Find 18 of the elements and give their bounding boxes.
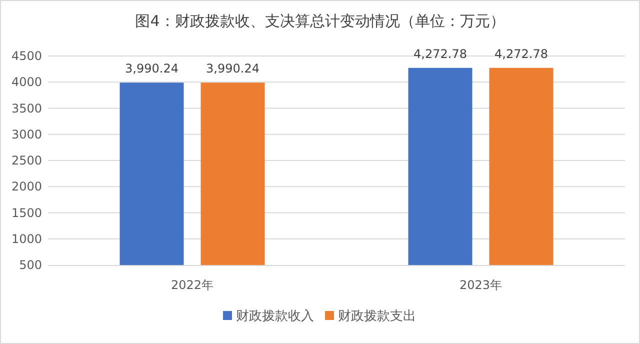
chart-title: 图4：财政拨款收、支决算总计变动情况（单位：万元）: [135, 12, 505, 30]
x-tick-label: 2023年: [459, 278, 502, 292]
y-tick-label: 2500: [11, 154, 42, 168]
y-tick-label: 2000: [11, 180, 42, 194]
y-tick-label: 4500: [11, 49, 42, 63]
y-tick-label: 4000: [11, 75, 42, 90]
data-label: 3,990.24: [125, 62, 178, 76]
legend-label: 财政拨款收入: [236, 309, 314, 324]
data-label: 4,272.78: [414, 46, 467, 61]
y-tick-label: 1500: [11, 206, 42, 220]
y-tick-label: 500: [19, 258, 42, 272]
data-label: 4,272.78: [494, 46, 548, 61]
x-tick-label: 2022年: [170, 278, 214, 292]
legend-label: 财政拨款支出: [338, 309, 416, 324]
y-tick-label: 3500: [11, 101, 42, 116]
y-tick-label: 1000: [11, 232, 42, 246]
data-label: 3,990.24: [206, 62, 260, 76]
y-tick-label: 3000: [11, 127, 42, 142]
